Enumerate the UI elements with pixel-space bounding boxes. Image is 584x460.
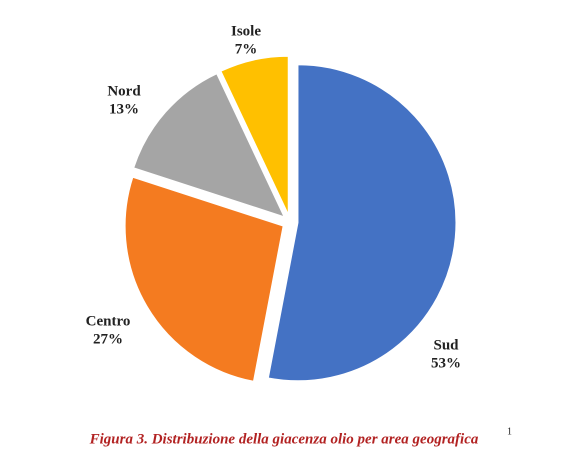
slice-value-label: 27% — [93, 331, 123, 347]
slice-value-label: 13% — [109, 101, 139, 117]
pie-slice — [220, 55, 289, 215]
slice-label: Nord — [107, 83, 141, 99]
footnote-marker: 1 — [507, 426, 512, 437]
slice-label: Centro — [86, 313, 131, 329]
pie-slice — [133, 73, 285, 218]
slice-value-label: 53% — [431, 355, 461, 371]
chart-caption: Figura 3. Distribuzione della giacenza o… — [89, 431, 479, 447]
slice-value-label: 7% — [235, 41, 258, 57]
slice-label: Isole — [231, 23, 261, 39]
pie-slice — [124, 176, 284, 382]
slice-label: Sud — [433, 337, 459, 353]
pie-slice — [267, 64, 457, 382]
